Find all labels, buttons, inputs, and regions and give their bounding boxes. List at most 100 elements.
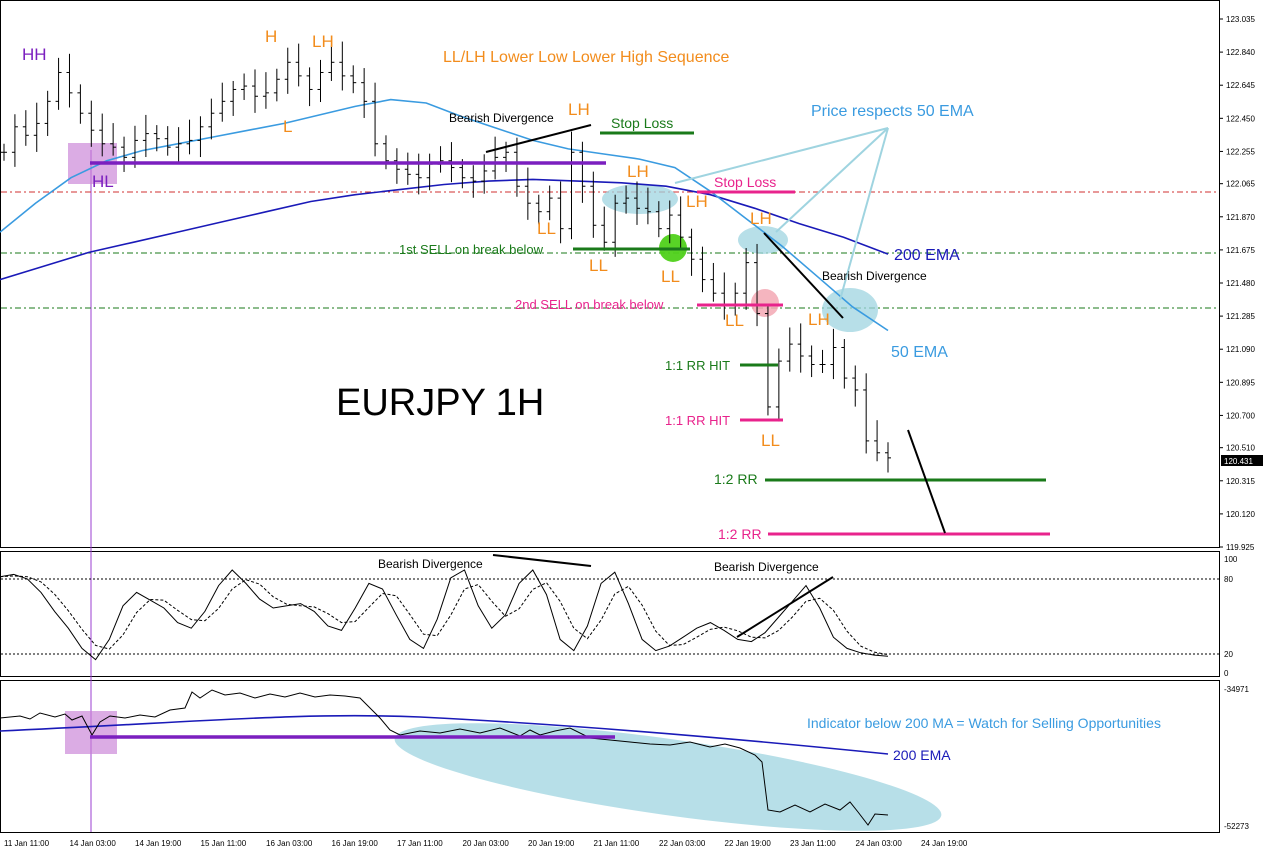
divergence-line-1: [485, 124, 592, 153]
price-tick-label: 120.510: [1226, 444, 1255, 453]
price-tick-label: 122.840: [1226, 48, 1255, 57]
price-bar: [66, 53, 73, 108]
current-price-label: 120.431: [1224, 457, 1253, 466]
time-tick-label: 22 Jan 19:00: [725, 839, 772, 848]
ema50-label: 50 EMA: [891, 344, 948, 361]
price-tick-label: 120.120: [1226, 510, 1255, 519]
price-tick-label: 120.700: [1226, 411, 1255, 420]
price-bar: [535, 194, 542, 225]
price-tick-label: 122.255: [1226, 147, 1255, 156]
time-tick-label: 14 Jan 03:00: [70, 839, 117, 848]
price-bar: [142, 114, 149, 158]
price-tick-label: 122.065: [1226, 180, 1255, 189]
price-bar: [557, 181, 564, 244]
price-bar: [230, 80, 237, 116]
price-bar: [841, 339, 848, 389]
price-tick-label: 120.895: [1226, 378, 1255, 387]
lh-label-2: LH: [568, 100, 590, 119]
ema200-label: 200 EMA: [894, 247, 960, 264]
ll-label-3: LL: [661, 267, 680, 286]
price-bar: [688, 228, 695, 276]
stoch-tick-0: 0: [1224, 669, 1229, 678]
price-bar: [372, 82, 379, 157]
price-bar: [88, 100, 95, 147]
ll-label-5: LL: [761, 431, 780, 450]
pink-stop-loss-label: Stop Loss: [714, 174, 776, 190]
stoch-divergence-label-2: Bearish Divergence: [714, 560, 819, 574]
time-tick-label: 21 Jan 11:00: [594, 839, 640, 848]
green-stop-loss-label: Stop Loss: [611, 115, 673, 131]
l-label: L: [283, 117, 292, 136]
price-bar: [775, 348, 782, 422]
price-bar: [808, 345, 815, 378]
price-bar: [699, 246, 706, 293]
indicator-selloff-ellipse: [394, 723, 942, 831]
time-tick-label: 20 Jan 19:00: [528, 839, 575, 848]
symbol-title: EURJPY 1H: [336, 382, 544, 424]
ll-label-2: LL: [589, 256, 608, 275]
stoch-divergence-line-2: [736, 576, 834, 638]
stoch-tick-100: 100: [1224, 555, 1238, 564]
lh-label-5: LH: [750, 209, 772, 228]
price-bar: [470, 165, 477, 198]
price-bar: [655, 201, 662, 238]
price-bar: [601, 206, 608, 251]
price-bar: [219, 82, 226, 122]
green-1to2-label: 1:2 RR: [714, 471, 758, 487]
price-bar: [415, 153, 422, 195]
time-tick-label: 20 Jan 03:00: [463, 839, 510, 848]
price-bar: [306, 67, 313, 107]
price-bar: [328, 45, 335, 81]
price-bar: [393, 148, 400, 184]
ema-200-line: [0, 178, 889, 281]
indicator-tick-bottom: -52273: [1224, 822, 1249, 831]
ll-label-1: LL: [537, 219, 556, 238]
ema-touch-ellipse-3: [822, 288, 878, 332]
hl-label: HL: [92, 172, 114, 191]
price-bar: [153, 125, 160, 152]
pink-1to2-label: 1:2 RR: [718, 526, 762, 542]
price-bar: [99, 113, 106, 157]
lh-label-3: LH: [627, 162, 649, 181]
time-tick-label: 24 Jan 03:00: [856, 839, 903, 848]
price-bar: [1, 143, 7, 161]
price-bar: [819, 349, 826, 373]
stoch-tick-20: 20: [1224, 650, 1233, 659]
price-bar: [874, 420, 881, 462]
ll-label-4: LL: [725, 311, 744, 330]
price-axis: 123.035 122.840 122.645 122.450 122.255 122.0…: [1219, 15, 1255, 552]
stochastic-panel-frame: [0, 551, 1220, 677]
sequence-title: LL/LH Lower Low Lower High Sequence: [443, 49, 730, 66]
price-bar: [175, 127, 182, 162]
second-sell-label: 2nd SELL on break below: [515, 297, 664, 312]
lh-label-1: LH: [312, 32, 334, 51]
price-bar: [404, 152, 411, 185]
price-bar: [186, 119, 193, 155]
price-bar: [710, 262, 717, 302]
price-bar: [33, 102, 40, 152]
bearish-div-label-1: Bearish Divergence: [449, 111, 554, 125]
price-bar: [797, 323, 804, 373]
price-bar: [633, 181, 640, 225]
price-bar: [677, 196, 684, 248]
price-bar: [764, 305, 771, 416]
price-bar: [273, 68, 280, 102]
stochastic-signal-line: [0, 575, 889, 656]
price-bar: [350, 65, 357, 94]
time-tick-label: 23 Jan 11:00: [790, 839, 836, 848]
price-bar: [623, 185, 630, 214]
price-bar: [262, 72, 269, 109]
price-bar: [110, 123, 117, 156]
price-bar: [863, 373, 870, 454]
price-bar: [590, 171, 597, 238]
price-tick-label: 121.285: [1226, 312, 1255, 321]
price-bar: [284, 47, 291, 94]
price-bar: [44, 90, 51, 136]
price-bar: [361, 68, 368, 118]
price-bar: [481, 154, 488, 194]
stochastic-main-line: [0, 569, 889, 661]
divergence-line-2: [763, 232, 844, 319]
price-bar: [754, 243, 761, 327]
time-tick-label: 16 Jan 03:00: [266, 839, 313, 848]
time-tick-label: 16 Jan 19:00: [332, 839, 379, 848]
